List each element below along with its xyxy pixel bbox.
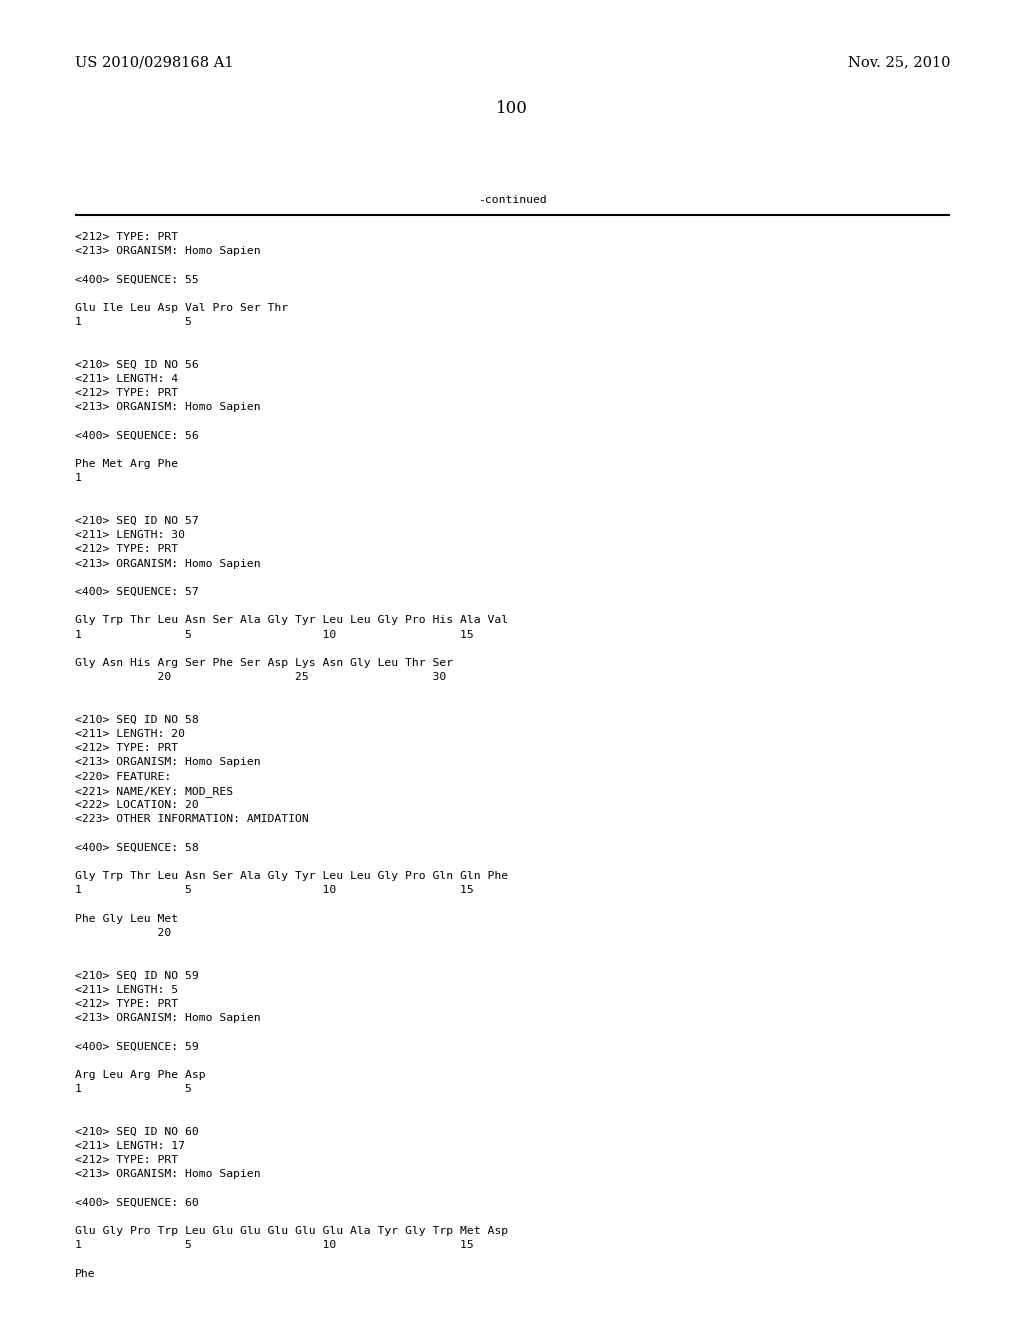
- Text: Arg Leu Arg Phe Asp: Arg Leu Arg Phe Asp: [75, 1069, 206, 1080]
- Text: Phe: Phe: [75, 1269, 95, 1279]
- Text: 1               5                   10                  15: 1 5 10 15: [75, 1241, 474, 1250]
- Text: 1               5                   10                  15: 1 5 10 15: [75, 630, 474, 640]
- Text: <223> OTHER INFORMATION: AMIDATION: <223> OTHER INFORMATION: AMIDATION: [75, 814, 309, 824]
- Text: 1               5                   10                  15: 1 5 10 15: [75, 886, 474, 895]
- Text: <212> TYPE: PRT: <212> TYPE: PRT: [75, 388, 178, 399]
- Text: <210> SEQ ID NO 56: <210> SEQ ID NO 56: [75, 360, 199, 370]
- Text: 20: 20: [75, 928, 171, 937]
- Text: Gly Asn His Arg Ser Phe Ser Asp Lys Asn Gly Leu Thr Ser: Gly Asn His Arg Ser Phe Ser Asp Lys Asn …: [75, 657, 454, 668]
- Text: 20                  25                  30: 20 25 30: [75, 672, 446, 682]
- Text: <211> LENGTH: 17: <211> LENGTH: 17: [75, 1140, 185, 1151]
- Text: <212> TYPE: PRT: <212> TYPE: PRT: [75, 743, 178, 754]
- Text: Gly Trp Thr Leu Asn Ser Ala Gly Tyr Leu Leu Gly Pro Gln Gln Phe: Gly Trp Thr Leu Asn Ser Ala Gly Tyr Leu …: [75, 871, 508, 880]
- Text: <220> FEATURE:: <220> FEATURE:: [75, 772, 171, 781]
- Text: <213> ORGANISM: Homo Sapien: <213> ORGANISM: Homo Sapien: [75, 1012, 261, 1023]
- Text: <210> SEQ ID NO 58: <210> SEQ ID NO 58: [75, 715, 199, 725]
- Text: <211> LENGTH: 30: <211> LENGTH: 30: [75, 531, 185, 540]
- Text: <212> TYPE: PRT: <212> TYPE: PRT: [75, 544, 178, 554]
- Text: <212> TYPE: PRT: <212> TYPE: PRT: [75, 232, 178, 242]
- Text: <211> LENGTH: 5: <211> LENGTH: 5: [75, 985, 178, 994]
- Text: Glu Gly Pro Trp Leu Glu Glu Glu Glu Glu Ala Tyr Gly Trp Met Asp: Glu Gly Pro Trp Leu Glu Glu Glu Glu Glu …: [75, 1226, 508, 1236]
- Text: 1: 1: [75, 474, 82, 483]
- Text: Phe Gly Leu Met: Phe Gly Leu Met: [75, 913, 178, 924]
- Text: <212> TYPE: PRT: <212> TYPE: PRT: [75, 1155, 178, 1166]
- Text: 1               5: 1 5: [75, 1084, 191, 1094]
- Text: <213> ORGANISM: Homo Sapien: <213> ORGANISM: Homo Sapien: [75, 247, 261, 256]
- Text: <210> SEQ ID NO 60: <210> SEQ ID NO 60: [75, 1126, 199, 1137]
- Text: Nov. 25, 2010: Nov. 25, 2010: [848, 55, 950, 69]
- Text: <213> ORGANISM: Homo Sapien: <213> ORGANISM: Homo Sapien: [75, 558, 261, 569]
- Text: <212> TYPE: PRT: <212> TYPE: PRT: [75, 999, 178, 1008]
- Text: <210> SEQ ID NO 57: <210> SEQ ID NO 57: [75, 516, 199, 525]
- Text: 1               5: 1 5: [75, 317, 191, 327]
- Text: <213> ORGANISM: Homo Sapien: <213> ORGANISM: Homo Sapien: [75, 403, 261, 412]
- Text: <213> ORGANISM: Homo Sapien: <213> ORGANISM: Homo Sapien: [75, 758, 261, 767]
- Text: <400> SEQUENCE: 57: <400> SEQUENCE: 57: [75, 587, 199, 597]
- Text: Gly Trp Thr Leu Asn Ser Ala Gly Tyr Leu Leu Gly Pro His Ala Val: Gly Trp Thr Leu Asn Ser Ala Gly Tyr Leu …: [75, 615, 508, 626]
- Text: -continued: -continued: [477, 195, 547, 205]
- Text: <400> SEQUENCE: 60: <400> SEQUENCE: 60: [75, 1197, 199, 1208]
- Text: US 2010/0298168 A1: US 2010/0298168 A1: [75, 55, 233, 69]
- Text: <210> SEQ ID NO 59: <210> SEQ ID NO 59: [75, 970, 199, 981]
- Text: <400> SEQUENCE: 58: <400> SEQUENCE: 58: [75, 842, 199, 853]
- Text: <222> LOCATION: 20: <222> LOCATION: 20: [75, 800, 199, 810]
- Text: <400> SEQUENCE: 56: <400> SEQUENCE: 56: [75, 430, 199, 441]
- Text: Glu Ile Leu Asp Val Pro Ser Thr: Glu Ile Leu Asp Val Pro Ser Thr: [75, 304, 288, 313]
- Text: <213> ORGANISM: Homo Sapien: <213> ORGANISM: Homo Sapien: [75, 1170, 261, 1179]
- Text: 100: 100: [496, 100, 528, 117]
- Text: <221> NAME/KEY: MOD_RES: <221> NAME/KEY: MOD_RES: [75, 785, 233, 797]
- Text: <400> SEQUENCE: 59: <400> SEQUENCE: 59: [75, 1041, 199, 1052]
- Text: <400> SEQUENCE: 55: <400> SEQUENCE: 55: [75, 275, 199, 285]
- Text: <211> LENGTH: 20: <211> LENGTH: 20: [75, 729, 185, 739]
- Text: <211> LENGTH: 4: <211> LENGTH: 4: [75, 374, 178, 384]
- Text: Phe Met Arg Phe: Phe Met Arg Phe: [75, 459, 178, 469]
